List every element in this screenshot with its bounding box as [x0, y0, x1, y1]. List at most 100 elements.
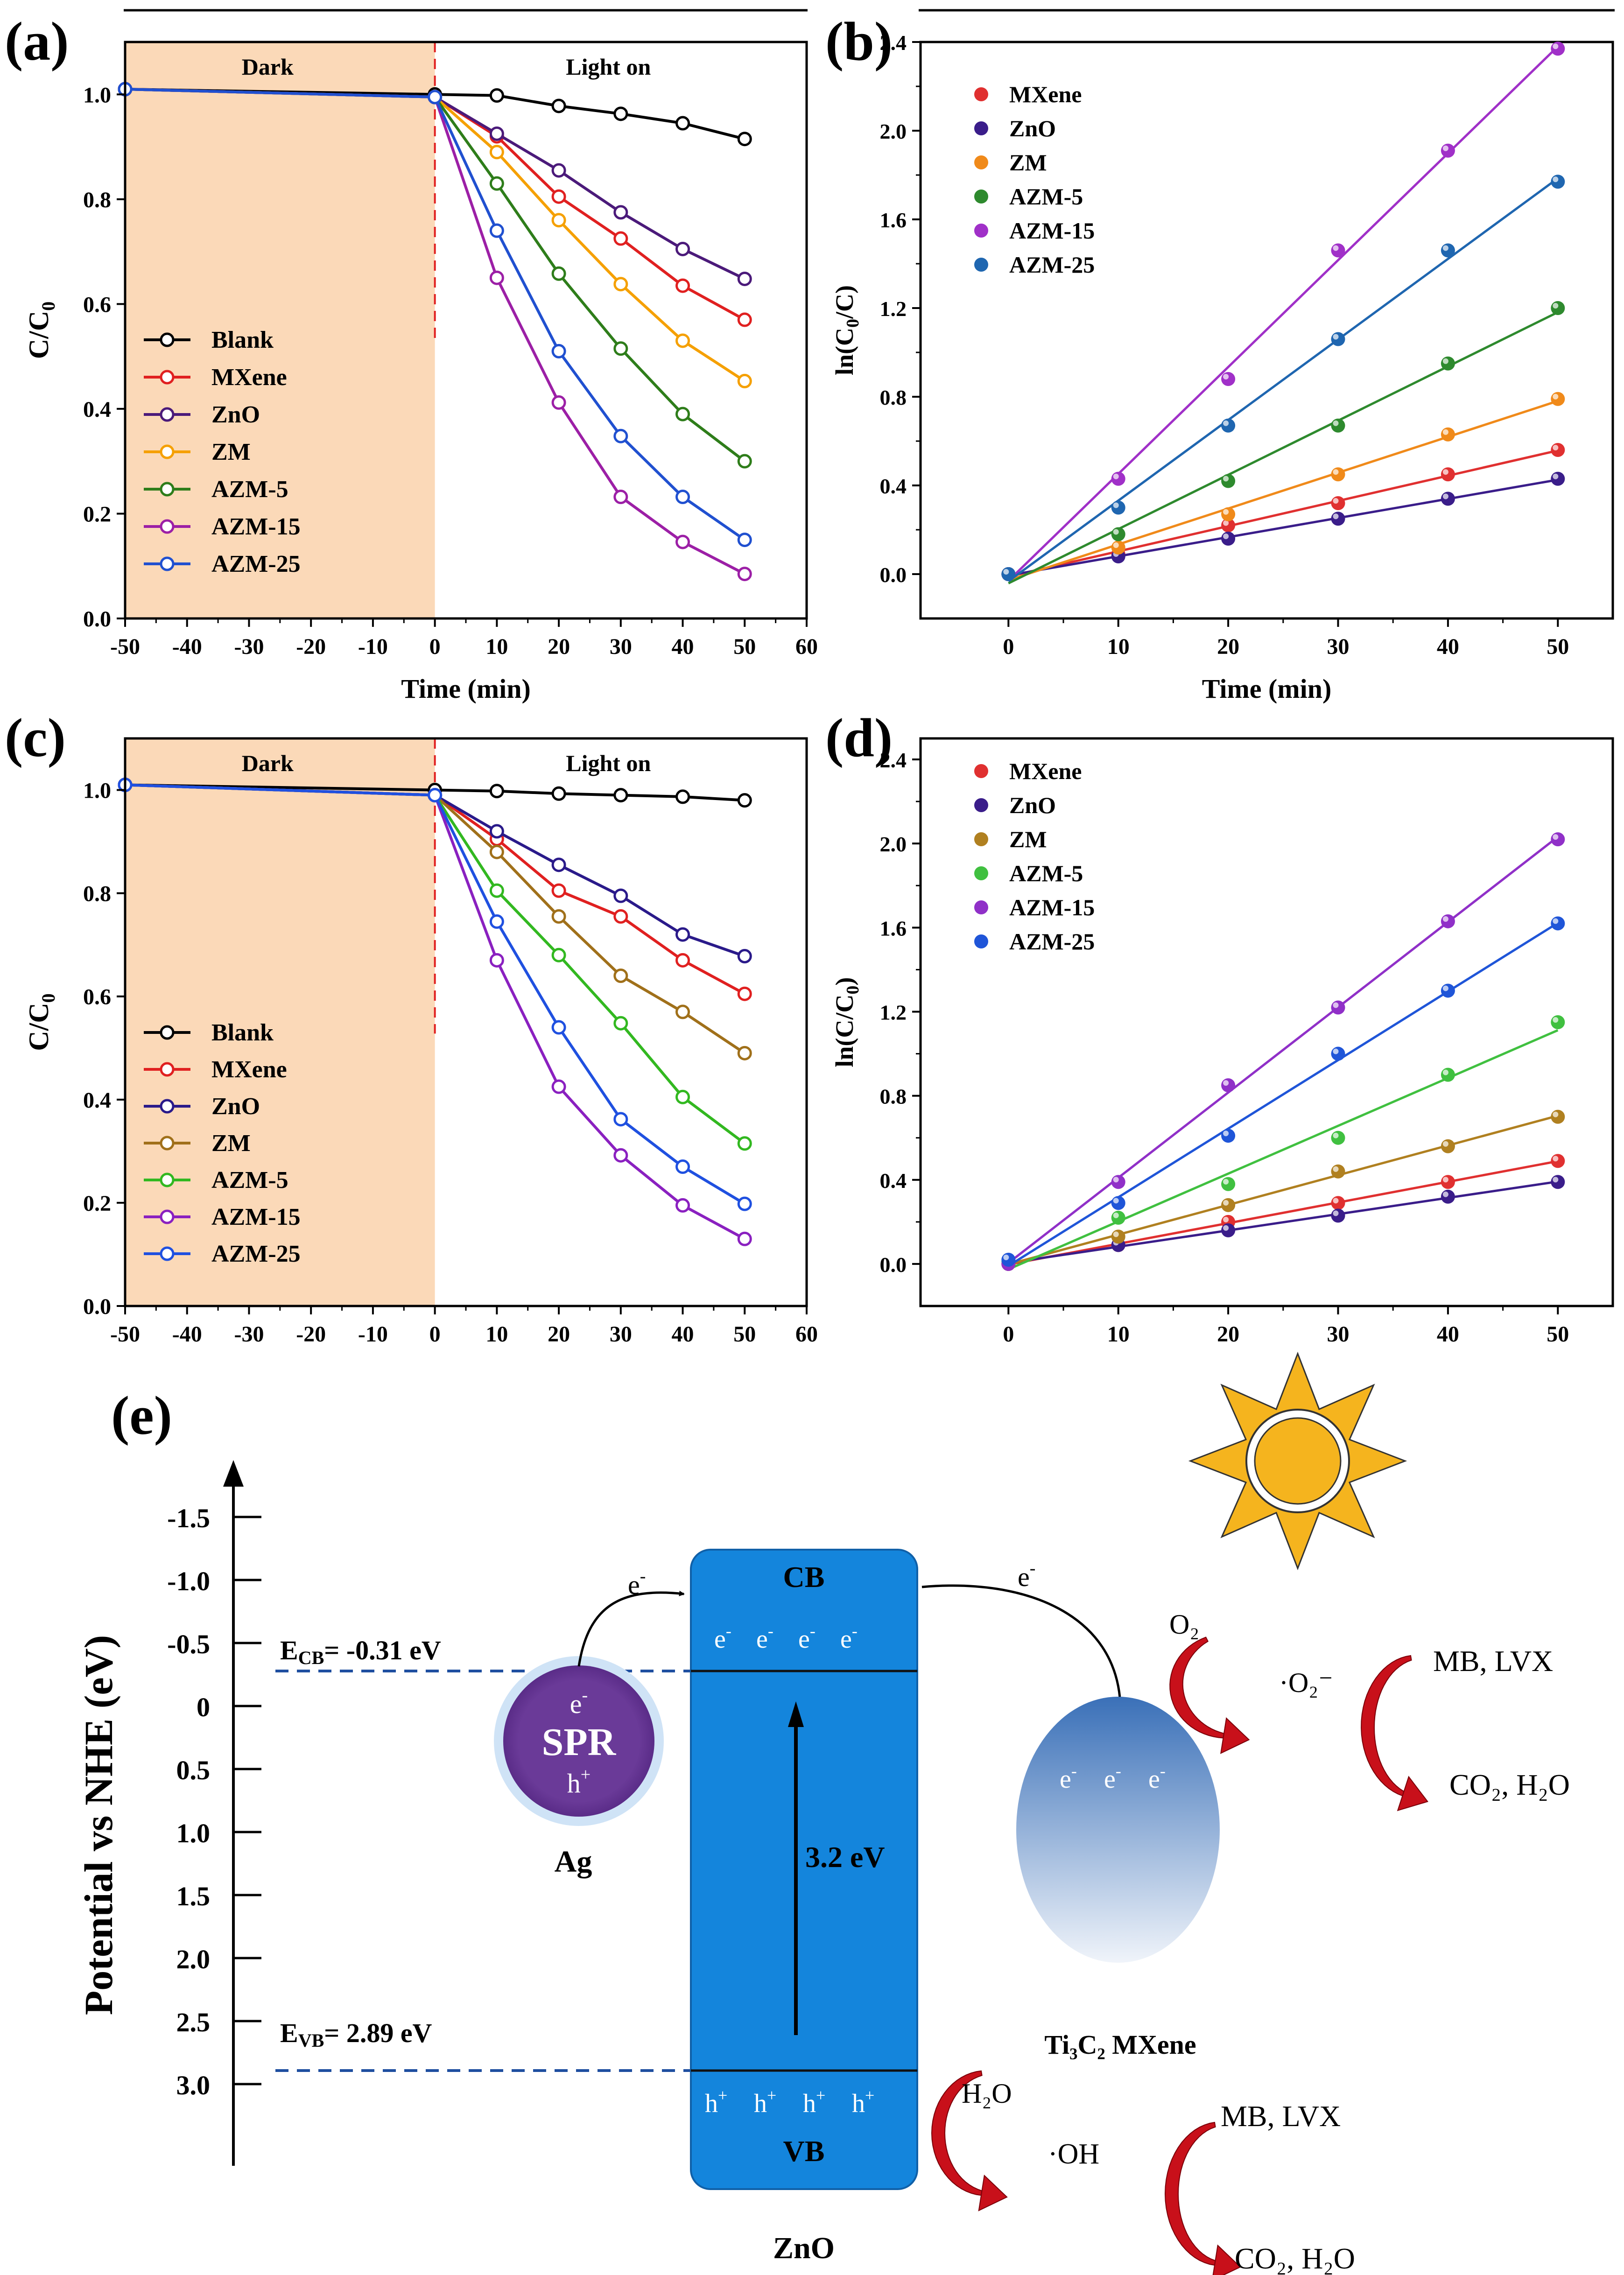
- legend-label-ZM: ZM: [1009, 149, 1047, 176]
- legend-marker-AZM-5: [974, 866, 988, 880]
- y-tick-label: 1.6: [880, 208, 907, 232]
- data-point-highlight: [1333, 469, 1339, 475]
- data-point-highlight: [1113, 473, 1119, 479]
- data-point-ZM: [1441, 427, 1455, 442]
- light-on-label: Light on: [566, 54, 651, 80]
- y-tick-label: 0.8: [880, 1085, 907, 1109]
- x-tick-label: 30: [1327, 1322, 1350, 1347]
- y-tick-label: 0.4: [880, 1169, 907, 1193]
- y-axis-label: ln(C0/C): [830, 285, 863, 375]
- data-point-highlight: [1223, 1080, 1229, 1086]
- x-tick-label: 20: [548, 1322, 570, 1347]
- charge-carrier: e-: [1060, 1762, 1077, 1794]
- data-point-AZM-25: [1221, 418, 1236, 433]
- data-point-ZnO: [551, 857, 566, 872]
- legend-label-AZM-25: AZM-25: [1009, 252, 1095, 278]
- plot-area-c: Dark Light on -50 -40 -30 -20 -10 0 10 20 30 40 50 60…: [23, 737, 818, 1347]
- data-point-highlight: [1113, 1231, 1119, 1237]
- data-point-AZM-5: [551, 266, 566, 281]
- fit-line-AZM-5: [1008, 311, 1559, 584]
- ecb-label-subscript: CB: [298, 1647, 324, 1668]
- data-point-AZM-25: [613, 1112, 628, 1127]
- data-point-AZM-5: [551, 948, 566, 962]
- data-point-highlight: [1333, 498, 1339, 504]
- data-point-highlight: [1442, 145, 1448, 151]
- data-point-ZM: [1331, 467, 1345, 482]
- data-point-highlight: [1553, 43, 1559, 49]
- data-point-AZM-25: [1001, 567, 1016, 581]
- data-point-AZM-5: [613, 1016, 628, 1031]
- x-tick-label: -50: [110, 634, 140, 659]
- data-point-MXene: [1331, 1196, 1345, 1210]
- data-point-highlight: [1442, 1141, 1448, 1147]
- data-point-AZM-25: [737, 533, 752, 548]
- plot-area-a: Dark Light on -50 -40 -30 -20 -10 0 10 20 30 40 50 60…: [23, 41, 818, 659]
- data-point-highlight: [1113, 529, 1119, 535]
- data-point-highlight: [1333, 420, 1339, 426]
- legend-marker-ZM: [160, 444, 175, 459]
- data-point-AZM-5: [1111, 527, 1125, 541]
- legend-marker-MXene: [974, 87, 988, 101]
- x-tick-label: 30: [1327, 634, 1350, 659]
- cb-to-mxene-electron: e-: [1018, 1559, 1035, 1592]
- legend-marker-AZM-25: [160, 556, 175, 571]
- data-point-highlight: [1553, 1017, 1559, 1023]
- data-point-AZM-5: [1551, 301, 1565, 315]
- y-tick-label: 2.4: [880, 748, 907, 772]
- data-point-highlight: [1223, 1225, 1229, 1231]
- data-point-ZM: [489, 844, 504, 859]
- fit-line-ZM: [1008, 1114, 1558, 1266]
- panel-b: (b) 0 10 20 30 40 50 0.0 0.4 0.8 1.2 1.6 2.0 2.4 ln(C…: [825, 9, 1615, 704]
- data-point-MXene: [675, 278, 690, 293]
- legend-label-AZM-15: AZM-15: [1009, 218, 1095, 244]
- ecb-label: ECB= -0.31 eV: [280, 1635, 441, 1668]
- data-point-AZM-25: [1331, 332, 1345, 346]
- evb-label-prefix: E: [280, 2018, 298, 2048]
- legend-marker-AZM-5: [160, 482, 175, 497]
- products-bottom-label: CO₂, H₂O: [1235, 2242, 1355, 2275]
- legend-label-AZM-15: AZM-15: [211, 1204, 301, 1230]
- data-point-MXene: [551, 189, 566, 204]
- fit-line-ZM: [1008, 400, 1559, 582]
- data-point-highlight: [1553, 445, 1559, 450]
- reaction-arrow-head-icon: [1220, 1717, 1250, 1754]
- y-tick-label: 1.0: [83, 83, 111, 107]
- data-point-Blank: [737, 132, 752, 147]
- data-point-highlight: [1223, 534, 1229, 539]
- x-tick-label: 50: [1547, 1322, 1569, 1347]
- data-point-MXene: [613, 231, 628, 246]
- legend-label-AZM-15: AZM-15: [1009, 894, 1095, 920]
- data-point-MXene: [613, 909, 628, 924]
- legend-marker-Blank: [160, 332, 175, 347]
- data-point-ZnO: [1221, 532, 1236, 546]
- zno-label: ZnO: [773, 2231, 835, 2265]
- o2-label: O₂: [1169, 1609, 1199, 1640]
- data-point-highlight: [1113, 1177, 1119, 1183]
- data-point-AZM-25: [1001, 1252, 1016, 1267]
- x-tick-label: 40: [672, 1322, 694, 1347]
- fit-line-AZM-15: [1007, 45, 1559, 582]
- light-on-label: Light on: [566, 750, 651, 776]
- fit-line-ZnO: [1008, 478, 1558, 577]
- data-point-highlight: [1223, 509, 1229, 515]
- data-point-highlight: [1553, 473, 1559, 479]
- legend-label-ZnO: ZnO: [211, 401, 260, 428]
- data-point-Blank: [551, 98, 566, 113]
- data-point-Blank: [737, 793, 752, 808]
- charge-carrier: h+: [705, 2086, 727, 2118]
- data-point-AZM-25: [737, 1196, 752, 1211]
- data-point-Blank: [613, 788, 628, 803]
- data-point-AZM-15: [1111, 471, 1125, 486]
- legend-label-ZnO: ZnO: [1009, 792, 1056, 818]
- dark-label: Dark: [242, 750, 294, 776]
- reaction-arrows: [931, 1636, 1428, 2275]
- data-point-ZM: [613, 969, 628, 983]
- data-point-highlight: [1333, 245, 1339, 251]
- fit-line-ZnO: [1008, 1180, 1558, 1264]
- y-axis-label: ln(C/C0): [830, 977, 863, 1067]
- ecb-label-value: = -0.31 eV: [324, 1635, 441, 1665]
- data-point-Blank: [551, 786, 566, 801]
- zno-band: [690, 1549, 918, 2190]
- plot-frame: [919, 41, 1614, 620]
- legend-label-ZnO: ZnO: [1009, 115, 1056, 141]
